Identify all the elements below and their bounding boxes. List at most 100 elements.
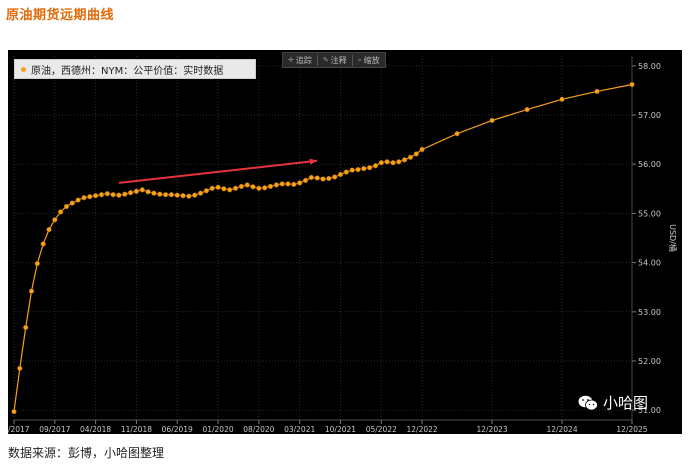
data-point — [332, 174, 338, 180]
data-point — [174, 192, 180, 198]
data-point — [343, 169, 349, 175]
data-point — [413, 151, 419, 157]
wechat-icon — [578, 395, 598, 411]
data-point — [203, 188, 210, 194]
data-point — [320, 176, 326, 182]
data-point — [57, 209, 64, 215]
data-point — [17, 365, 23, 372]
x-tick-label: 08/2020 — [243, 425, 274, 434]
y-tick-label: 57.00 — [638, 111, 661, 120]
y-tick-label: 58.00 — [638, 62, 661, 71]
data-point — [215, 184, 221, 190]
zoom-label: 缩放 — [363, 55, 380, 65]
chart-legend: 原油，西德州：NYM：公平价值：实时数据 — [14, 59, 256, 79]
data-point — [314, 175, 320, 181]
annotation-arrowhead — [309, 158, 318, 165]
data-point — [244, 182, 250, 188]
y-tick-label: 51.00 — [638, 406, 661, 415]
y-tick-label: 54.00 — [638, 259, 661, 268]
data-point — [390, 160, 396, 166]
data-point — [308, 174, 314, 181]
data-point — [407, 154, 414, 160]
data-point — [378, 160, 384, 166]
data-point — [63, 203, 70, 210]
data-point — [326, 175, 332, 182]
y-tick-label: 56.00 — [638, 160, 661, 169]
data-point — [28, 288, 35, 294]
data-point — [145, 189, 151, 195]
watermark: 小哈图 — [578, 392, 648, 413]
data-point — [69, 200, 75, 206]
data-point — [162, 192, 169, 198]
x-tick-label: 02/2017 — [8, 425, 30, 434]
data-point — [75, 197, 81, 203]
chart-area: 51.00 52.00 53.00 54.00 55.00 56.00 57.00 58.00… — [0, 50, 682, 434]
annotation-arrow — [118, 159, 318, 184]
data-point — [133, 188, 140, 194]
data-point — [454, 131, 460, 137]
data-point — [52, 217, 58, 223]
zoom-button[interactable]: ⌕ 缩放 — [351, 54, 385, 66]
data-point — [372, 163, 379, 169]
annotate-button[interactable]: ✎ 注释 — [316, 54, 352, 66]
data-point — [186, 193, 192, 199]
data-point — [232, 185, 239, 191]
data-point — [192, 192, 198, 198]
annotate-label: 注释 — [330, 55, 347, 65]
data-point — [87, 194, 93, 200]
data-point — [396, 159, 402, 165]
data-point — [238, 183, 245, 190]
data-point — [127, 190, 134, 196]
data-point — [629, 81, 635, 88]
x-tick-label: 12/2023 — [476, 425, 507, 434]
data-point — [256, 185, 262, 191]
data-point — [384, 159, 390, 165]
data-point — [361, 165, 367, 172]
data-point — [291, 181, 297, 188]
y-axis-label: USD/桶 — [668, 224, 678, 252]
data-point — [81, 195, 87, 201]
chart-svg: 51.00 52.00 53.00 54.00 55.00 56.00 57.00 58.00… — [0, 56, 678, 434]
pencil-icon: ✎ — [322, 56, 329, 64]
data-point — [349, 167, 355, 173]
data-point — [267, 183, 274, 190]
data-point — [273, 182, 280, 188]
data-point — [23, 324, 29, 331]
y-tick-label: 52.00 — [638, 357, 661, 366]
data-point — [250, 184, 256, 190]
data-point — [11, 408, 17, 415]
data-point — [157, 191, 163, 197]
data-point — [227, 187, 233, 193]
x-tick-label: 12/2024 — [546, 425, 577, 434]
data-point — [180, 193, 186, 199]
legend-swatch — [21, 66, 26, 72]
data-point — [337, 171, 344, 178]
data-point — [122, 191, 128, 197]
x-tick-label: 12/2025 — [616, 425, 647, 434]
watermark-text: 小哈图 — [603, 394, 649, 412]
data-point — [302, 177, 309, 184]
data-point — [34, 260, 40, 267]
data-point — [524, 106, 530, 113]
data-point — [40, 241, 46, 247]
data-point — [489, 117, 495, 124]
data-point — [46, 226, 52, 233]
data-point — [197, 190, 204, 196]
data-point — [355, 166, 361, 173]
data-point — [116, 192, 122, 198]
data-point — [559, 96, 565, 102]
plus-icon: ✛ — [288, 56, 294, 64]
x-tick-label: 11/2018 — [121, 425, 152, 434]
data-point — [297, 180, 303, 186]
track-label: 追踪 — [295, 55, 312, 65]
x-tick-label: 01/2020 — [202, 425, 233, 434]
track-button[interactable]: ✛ 追踪 — [283, 55, 317, 66]
data-point — [221, 186, 227, 192]
chart-toolbar: ✛ 追踪 ✎ 注释 ⌕ 缩放 — [282, 52, 386, 68]
x-tick-label: 04/2018 — [80, 425, 111, 434]
legend-label: 原油，西德州：NYM：公平价值：实时数据 — [31, 65, 224, 77]
data-point — [366, 165, 373, 171]
data-point — [110, 192, 116, 198]
series-line — [13, 83, 633, 412]
x-tick-label: 06/2019 — [162, 425, 193, 434]
